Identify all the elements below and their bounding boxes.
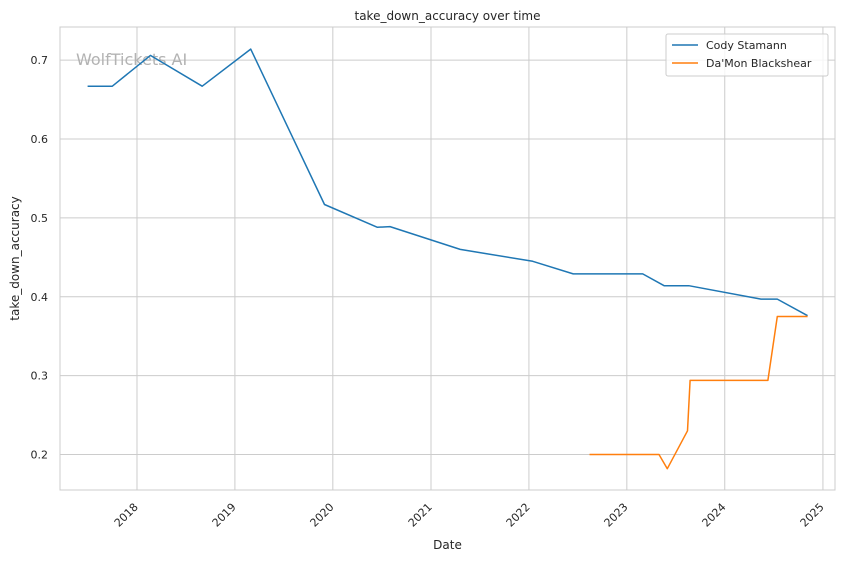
y-tick-label: 0.4 xyxy=(31,291,49,304)
y-axis-ticks: 0.2 0.3 0.4 0.5 0.6 0.7 xyxy=(31,54,49,461)
series-line-1 xyxy=(87,48,808,317)
watermark: WolfTickets AI xyxy=(76,50,187,69)
y-tick-label: 0.3 xyxy=(31,370,49,383)
series-line-2 xyxy=(589,315,808,470)
series-layer xyxy=(87,48,808,470)
chart-title: take_down_accuracy over time xyxy=(355,9,541,23)
y-tick-label: 0.2 xyxy=(31,449,49,462)
plot-frame xyxy=(59,26,836,491)
y-axis-title: take_down_accuracy xyxy=(8,196,22,320)
y-tick-label: 0.6 xyxy=(31,133,49,146)
y-tick-label: 0.5 xyxy=(31,212,49,225)
legend-label-1: Cody Stamann xyxy=(706,39,787,52)
legend-label-2: Da'Mon Blackshear xyxy=(706,57,812,70)
legend: Cody Stamann Da'Mon Blackshear xyxy=(665,33,829,77)
legend-box xyxy=(665,33,829,77)
x-axis-title: Date xyxy=(433,538,462,552)
y-tick-label: 0.7 xyxy=(31,54,49,67)
